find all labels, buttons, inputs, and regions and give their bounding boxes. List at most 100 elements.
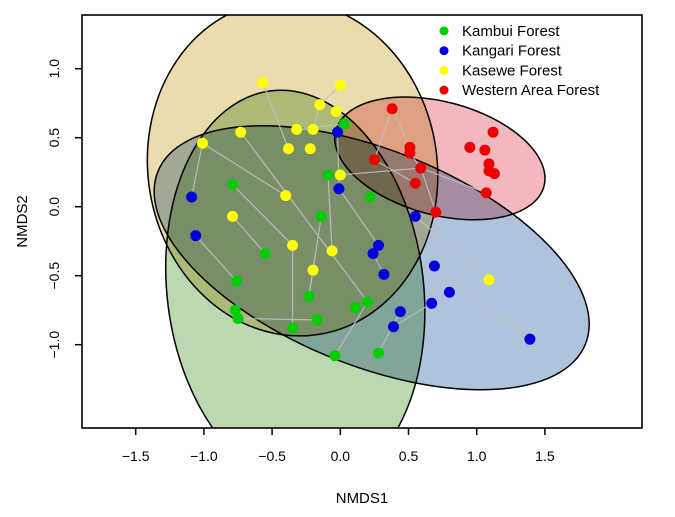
data-point xyxy=(426,297,438,309)
data-point xyxy=(464,141,476,153)
x-tick-label: 1.5 xyxy=(535,448,555,464)
data-point xyxy=(287,239,299,251)
y-tick-label: −1.0 xyxy=(46,331,62,359)
data-point xyxy=(415,162,427,174)
spider-line xyxy=(191,143,204,198)
legend-dot xyxy=(439,65,449,75)
spider-line xyxy=(334,301,369,357)
data-point xyxy=(330,105,342,117)
x-tick-label: −1.5 xyxy=(122,448,150,464)
spider-line xyxy=(434,265,531,340)
data-point xyxy=(311,314,323,326)
data-point xyxy=(386,103,398,115)
y-tick-label: −0.5 xyxy=(46,262,62,290)
data-point xyxy=(304,143,316,155)
data-point xyxy=(303,290,315,302)
spider-line xyxy=(261,82,290,149)
data-point xyxy=(367,248,379,260)
spider-line xyxy=(237,317,318,321)
data-point xyxy=(524,333,536,345)
y-tick-label: 0.0 xyxy=(46,197,62,217)
legend-dot xyxy=(439,85,449,95)
group-data-points xyxy=(186,77,536,362)
y-axis-ticks: −1.0 −0.5 0.0 0.5 1.0 xyxy=(46,59,82,359)
data-point xyxy=(364,191,376,203)
data-point xyxy=(315,210,327,222)
data-point xyxy=(372,239,384,251)
data-point xyxy=(443,286,455,298)
spider-line xyxy=(202,142,287,197)
legend-label: Kambui Forest xyxy=(462,23,560,40)
legend-dot xyxy=(439,26,449,36)
data-point xyxy=(314,99,326,111)
data-point xyxy=(368,154,380,166)
x-axis-ticks: −1.5 −1.0 −0.5 0.0 0.5 1.0 1.5 xyxy=(122,428,555,464)
x-tick-label: −1.0 xyxy=(190,448,218,464)
spider-line xyxy=(327,174,333,251)
y-tick-label: 1.0 xyxy=(46,59,62,79)
spider-line xyxy=(232,215,266,255)
data-point xyxy=(430,206,442,218)
legend-label: Kasewe Forest xyxy=(462,62,563,79)
data-point xyxy=(190,230,202,242)
data-point xyxy=(282,143,294,155)
data-point xyxy=(349,301,361,313)
data-point xyxy=(334,79,346,91)
legend: Kambui Forest Kangari Forest Kasewe Forest… xyxy=(439,23,600,99)
group-ellipses xyxy=(146,15,590,428)
data-point xyxy=(307,123,319,135)
data-point xyxy=(229,304,241,316)
data-point xyxy=(428,260,440,272)
x-tick-label: −0.5 xyxy=(258,448,286,464)
data-point xyxy=(362,296,374,308)
legend-label: Western Area Forest xyxy=(462,82,600,99)
data-point xyxy=(257,77,269,88)
data-point xyxy=(329,350,341,362)
x-axis-title: NMDS1 xyxy=(336,490,389,507)
spider-line xyxy=(420,167,437,213)
x-tick-label: 0.0 xyxy=(331,448,351,464)
data-point xyxy=(480,187,492,199)
plot-box-border xyxy=(81,14,643,429)
x-tick-label: 0.5 xyxy=(399,448,419,464)
data-point xyxy=(259,248,271,260)
data-point xyxy=(235,126,247,138)
spider-line xyxy=(338,188,379,246)
data-point xyxy=(487,126,499,138)
y-tick-label: 0.5 xyxy=(46,128,62,148)
spider-line xyxy=(393,291,450,328)
data-point xyxy=(387,321,399,333)
data-point xyxy=(231,275,243,287)
data-point xyxy=(227,210,239,222)
legend-label: Kangari Forest xyxy=(462,43,561,60)
data-point xyxy=(326,245,338,257)
spider-line xyxy=(431,212,437,304)
data-point xyxy=(488,168,500,180)
data-point xyxy=(334,169,346,181)
data-point xyxy=(186,191,198,203)
data-point xyxy=(372,347,384,359)
data-point xyxy=(394,306,406,318)
data-point xyxy=(483,274,495,286)
data-point xyxy=(409,210,421,222)
spider-line xyxy=(308,216,322,297)
y-axis-title: NMDS2 xyxy=(14,195,31,248)
spider-line xyxy=(373,108,393,160)
x-tick-label: 1.0 xyxy=(467,448,487,464)
data-point xyxy=(332,126,344,138)
spider-line xyxy=(240,131,369,303)
legend-dot xyxy=(439,46,449,56)
spider-line xyxy=(420,167,487,194)
data-point xyxy=(287,322,299,334)
spider-line xyxy=(340,167,421,176)
data-point xyxy=(338,118,350,130)
data-point xyxy=(307,264,319,276)
data-point xyxy=(232,312,244,324)
data-point xyxy=(479,144,491,156)
spider-line xyxy=(374,159,416,184)
spider-line xyxy=(232,184,293,246)
data-point xyxy=(404,147,416,159)
data-point xyxy=(291,123,303,135)
data-point xyxy=(322,169,334,181)
